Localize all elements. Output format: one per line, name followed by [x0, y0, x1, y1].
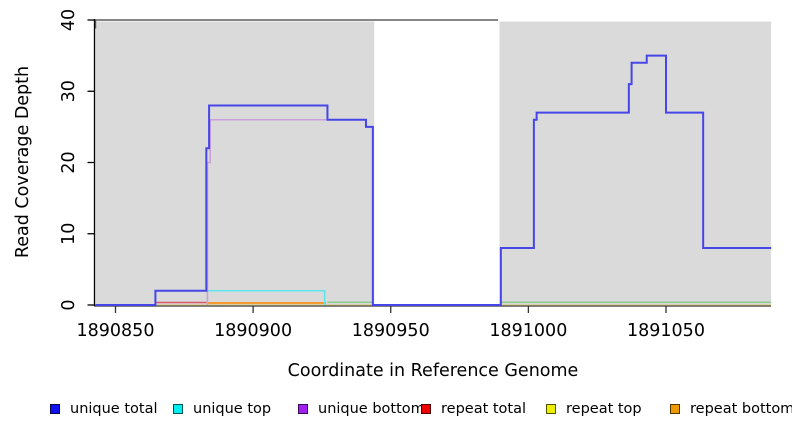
x-tick-label: 1891000 — [489, 321, 567, 341]
legend-item-repeat-bottom: repeat bottom — [670, 398, 792, 420]
y-tick-label: 0 — [59, 299, 79, 310]
axes: 0 10 20 30 40 1890850 1890900 1890950 1891000 189… — [59, 9, 771, 341]
x-tick-label: 1890850 — [77, 321, 155, 341]
shaded-region-right — [499, 21, 772, 306]
y-tick-label: 10 — [59, 223, 79, 245]
series-line-unique-top — [206, 289, 326, 305]
legend-item-repeat-total: repeat total — [421, 398, 526, 420]
legend-swatch-repeat-bottom — [670, 404, 680, 414]
legend-item-unique-total: unique total — [50, 398, 158, 420]
coverage-plot: 0 10 20 30 40 1890850 1890900 1890950 1891000 189… — [13, 9, 772, 381]
series-line-unique-bottom — [206, 118, 328, 305]
y-tick-label: 40 — [59, 9, 79, 31]
legend-label: unique bottom — [318, 401, 425, 417]
legend-label: repeat bottom — [690, 401, 792, 417]
legend-label: repeat total — [441, 401, 527, 417]
legend-swatch-unique-bottom — [298, 404, 308, 414]
legend-label: unique top — [193, 401, 272, 417]
series-line-unique-total — [95, 54, 772, 306]
legend: unique total unique top unique bottom repea… — [0, 398, 792, 422]
x-tick-label: 1891050 — [627, 321, 705, 341]
x-tick-label: 1890950 — [352, 321, 430, 341]
legend-item-repeat-top: repeat top — [546, 398, 642, 420]
shaded-regions — [95, 21, 772, 306]
shaded-region-left — [95, 21, 375, 306]
y-tick-label: 30 — [59, 80, 79, 102]
legend-item-unique-bottom: unique bottom — [298, 398, 425, 420]
legend-swatch-repeat-top — [546, 404, 556, 414]
legend-swatch-unique-top — [173, 404, 183, 414]
x-tick-label: 1890900 — [214, 321, 292, 341]
y-axis-title: Read Coverage Depth — [13, 66, 33, 258]
legend-item-unique-top: unique top — [173, 398, 271, 420]
series-lines — [95, 54, 772, 306]
legend-label: repeat top — [566, 401, 642, 417]
clipped-at-ymax-line-layer — [94, 19, 499, 29]
x-axis-title: Coordinate in Reference Genome — [288, 361, 579, 381]
clipped-at-ymax-line — [94, 19, 499, 29]
y-tick-label: 20 — [59, 151, 79, 173]
legend-label: unique total — [70, 401, 158, 417]
legend-swatch-unique-total — [50, 404, 60, 414]
legend-swatch-repeat-total — [421, 404, 431, 414]
